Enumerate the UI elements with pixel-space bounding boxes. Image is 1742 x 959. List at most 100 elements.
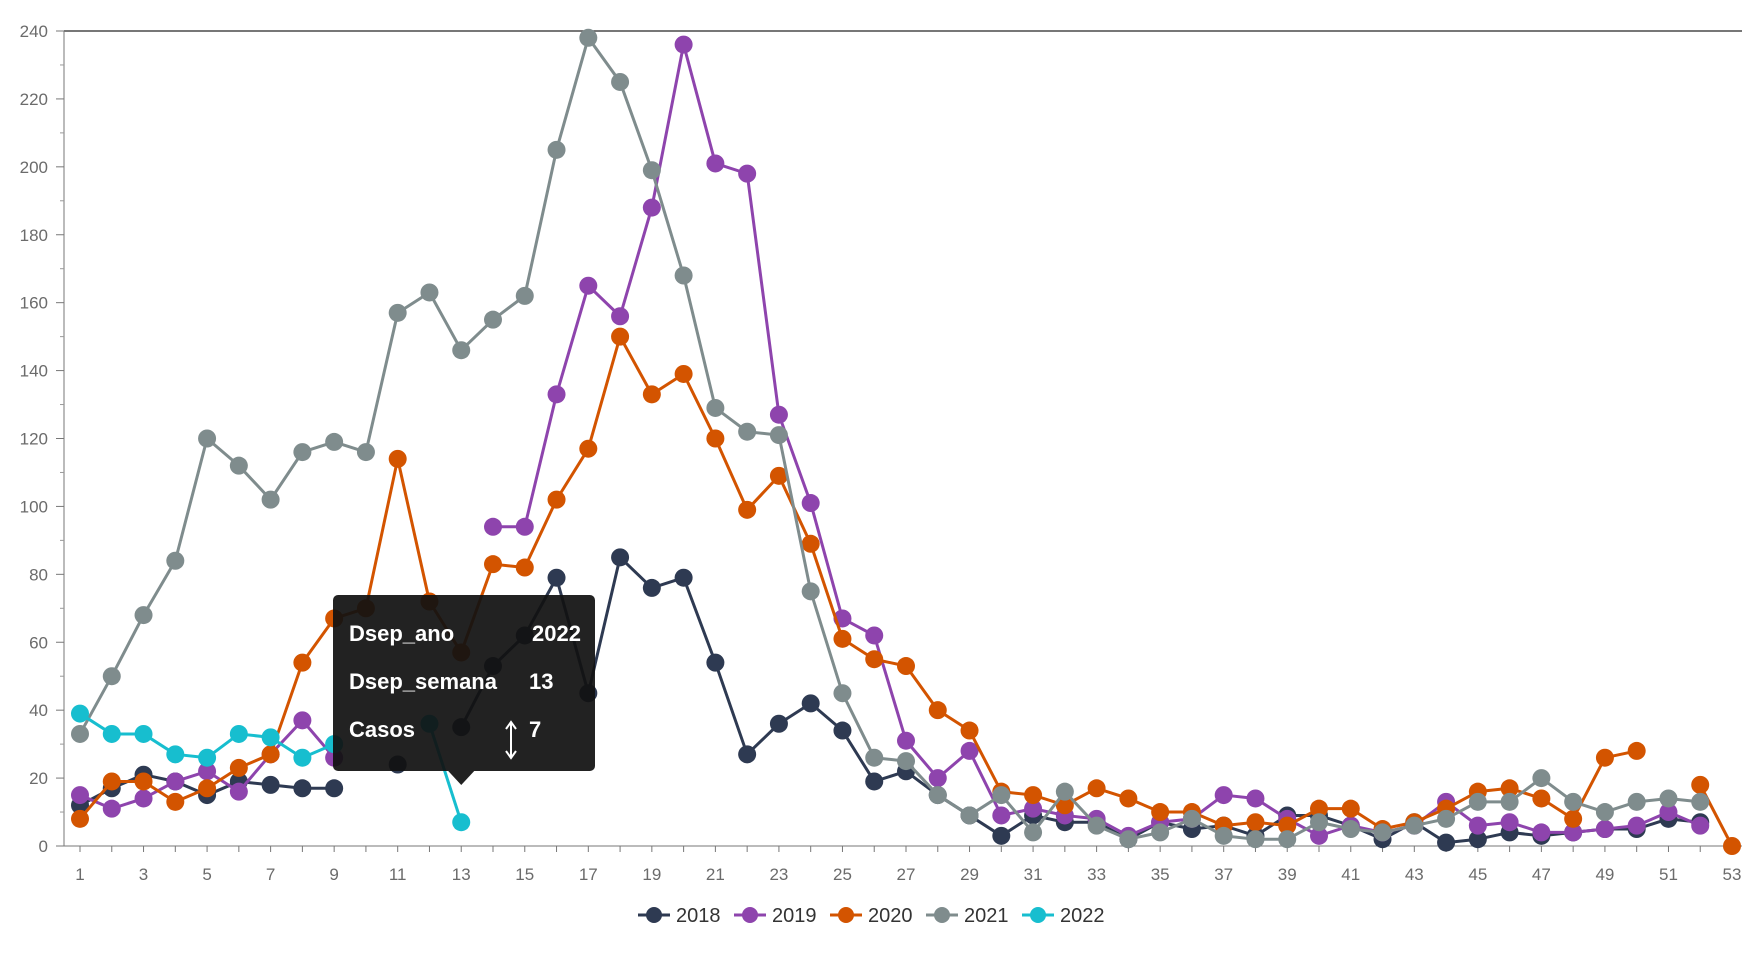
data-point-2021[interactable] [738,422,757,441]
data-point-2022[interactable] [198,748,217,767]
data-point-2020[interactable] [642,385,661,404]
data-point-2020[interactable] [865,650,884,669]
data-point-2020[interactable] [1087,779,1106,798]
data-point-2020[interactable] [611,327,630,346]
data-point-2021[interactable] [71,724,89,743]
data-point-2019[interactable] [928,769,947,788]
legend-item-2019[interactable]: 2019 [734,905,817,927]
data-point-2020[interactable] [261,745,280,764]
data-point-2021[interactable] [356,443,375,462]
data-point-2018[interactable] [801,694,820,713]
data-point-2018[interactable] [261,775,280,794]
data-point-2020[interactable] [388,449,407,468]
data-point-2021[interactable] [897,752,915,771]
data-point-2022[interactable] [71,704,89,723]
data-point-2019[interactable] [960,741,979,760]
data-point-2019[interactable] [1659,803,1678,822]
data-point-2021[interactable] [452,341,471,360]
data-point-2020[interactable] [897,657,915,676]
data-point-2020[interactable] [71,809,89,828]
legend-item-2020[interactable]: 2020 [830,905,913,927]
data-point-2021[interactable] [674,266,693,285]
data-point-2021[interactable] [229,456,248,475]
data-point-2018[interactable] [325,779,344,798]
data-point-2021[interactable] [547,140,566,159]
data-point-2019[interactable] [738,164,757,183]
data-point-2020[interactable] [1024,786,1043,805]
data-point-2019[interactable] [198,762,217,781]
data-point-2021[interactable] [388,303,407,322]
data-point-2021[interactable] [261,490,280,509]
data-point-2021[interactable] [992,786,1011,805]
data-point-2021[interactable] [515,286,534,305]
data-point-2019[interactable] [71,786,89,805]
data-point-2020[interactable] [1055,796,1074,815]
data-point-2018[interactable] [738,745,757,764]
data-point-2019[interactable] [1595,820,1614,839]
data-point-2018[interactable] [1468,830,1487,849]
data-point-2021[interactable] [166,551,185,570]
data-point-2022[interactable] [166,745,185,764]
data-point-2021[interactable] [102,667,121,686]
data-point-2021[interactable] [1659,789,1678,808]
data-point-2020[interactable] [134,772,153,791]
data-point-2022[interactable] [293,748,312,767]
data-point-2019[interactable] [547,385,566,404]
data-point-2020[interactable] [928,701,947,720]
data-point-2019[interactable] [897,731,915,750]
data-point-2019[interactable] [642,198,661,217]
data-point-2018[interactable] [865,772,884,791]
data-point-2020[interactable] [1151,803,1170,822]
data-point-2020[interactable] [484,555,502,574]
data-point-2021[interactable] [1532,769,1551,788]
data-point-2020[interactable] [1532,789,1551,808]
data-point-2021[interactable] [1500,792,1519,811]
data-point-2020[interactable] [1595,748,1614,767]
data-point-2020[interactable] [579,439,598,458]
data-point-2020[interactable] [1278,816,1297,835]
data-point-2019[interactable] [102,799,121,818]
data-point-2018[interactable] [992,826,1011,845]
data-point-2021[interactable] [960,806,979,825]
data-point-2021[interactable] [801,582,820,601]
data-point-2022[interactable] [229,724,248,743]
data-point-2021[interactable] [198,429,217,448]
data-point-2021[interactable] [1055,782,1074,801]
data-point-2021[interactable] [1564,792,1583,811]
data-point-2021[interactable] [1310,813,1328,832]
data-point-2019[interactable] [611,307,630,326]
data-point-2021[interactable] [1246,830,1265,849]
data-point-2019[interactable] [515,517,534,536]
data-point-2019[interactable] [1500,813,1519,832]
legend-item-2021[interactable]: 2021 [926,905,1009,927]
data-point-2019[interactable] [1691,816,1710,835]
data-point-2020[interactable] [674,364,693,383]
data-point-2018[interactable] [706,653,725,672]
data-point-2019[interactable] [1024,799,1043,818]
legend-item-2018[interactable]: 2018 [638,905,721,927]
data-point-2020[interactable] [1500,779,1519,798]
data-point-2022[interactable] [452,813,471,832]
data-point-2019[interactable] [865,626,884,645]
data-point-2019[interactable] [769,405,788,424]
data-point-2019[interactable] [1564,823,1583,842]
data-point-2021[interactable] [1182,809,1201,828]
data-point-2021[interactable] [928,786,947,805]
data-point-2020[interactable] [515,558,534,577]
data-point-2021[interactable] [833,684,852,703]
data-point-2020[interactable] [1341,799,1360,818]
legend-item-2022[interactable]: 2022 [1022,905,1105,927]
data-point-2021[interactable] [1691,792,1710,811]
data-point-2021[interactable] [1214,826,1233,845]
data-point-2021[interactable] [325,432,344,451]
data-point-2021[interactable] [579,28,598,47]
data-point-2018[interactable] [769,714,788,733]
data-point-2021[interactable] [420,283,439,302]
data-point-2019[interactable] [1246,789,1265,808]
data-point-2021[interactable] [642,161,661,180]
data-point-2021[interactable] [1087,816,1106,835]
data-point-2021[interactable] [134,606,153,625]
data-point-2021[interactable] [1278,830,1297,849]
data-point-2021[interactable] [1437,809,1456,828]
data-point-2020[interactable] [1119,789,1138,808]
